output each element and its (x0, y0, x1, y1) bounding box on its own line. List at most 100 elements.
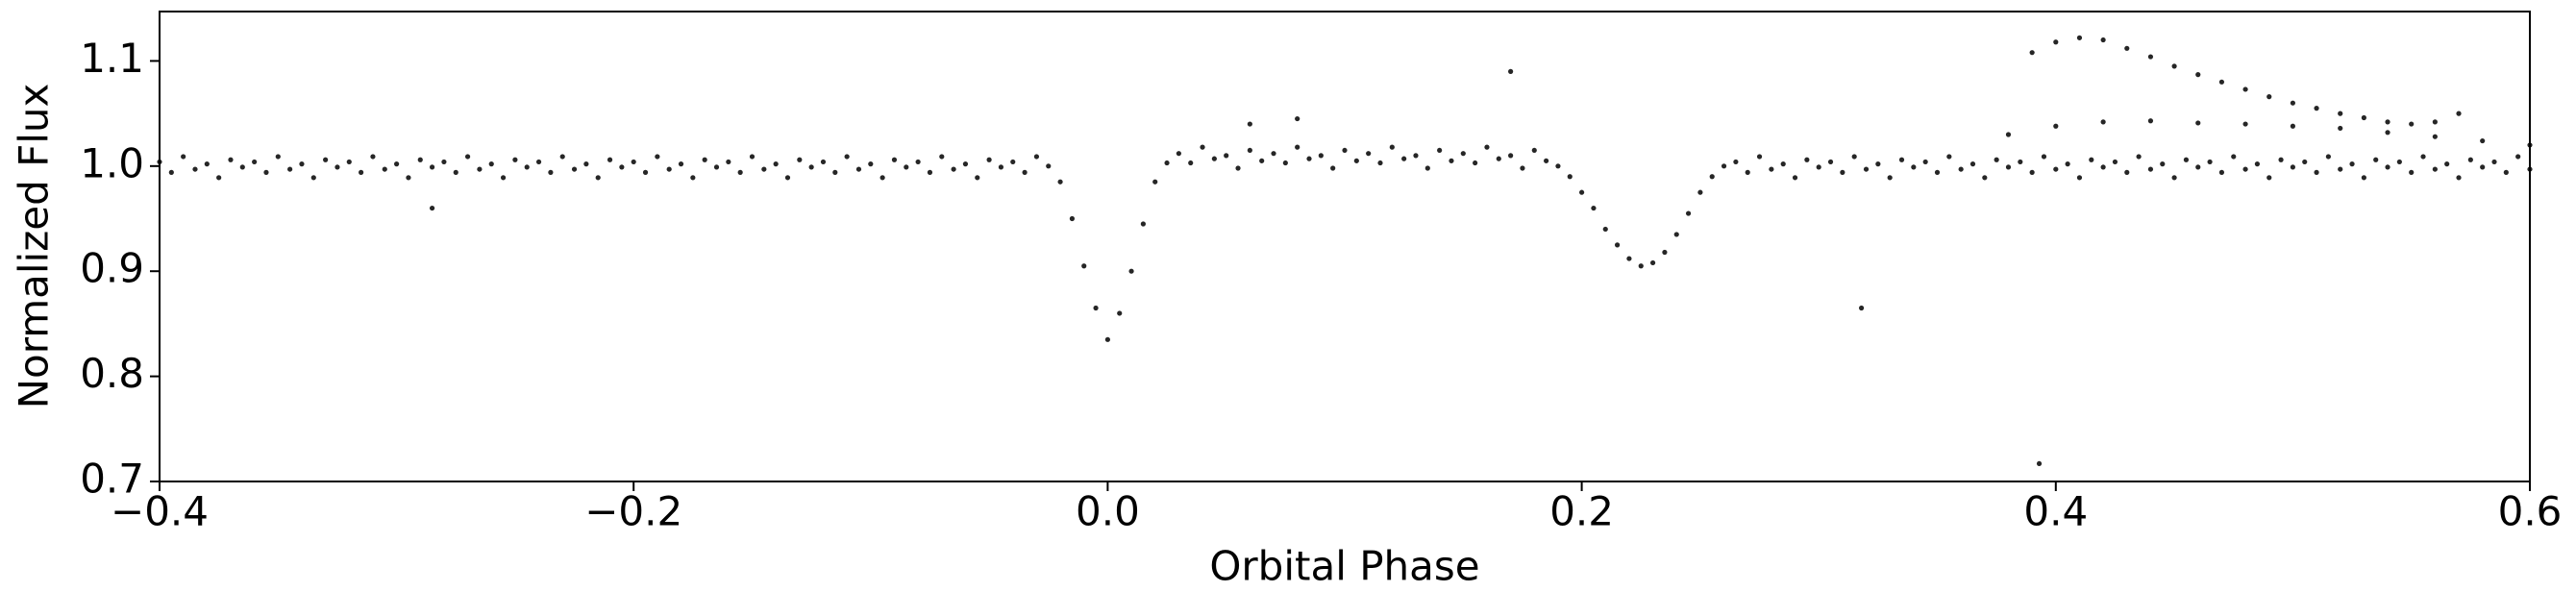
data-point (927, 169, 933, 175)
data-point (2242, 121, 2248, 127)
data-point (1934, 169, 1941, 175)
data-point (1449, 158, 1454, 163)
data-point (844, 154, 850, 160)
y-tick-label: 1.1 (80, 35, 144, 82)
data-point (1840, 169, 1845, 175)
data-point (1875, 161, 1881, 167)
data-point (275, 154, 281, 160)
data-point (2124, 169, 2130, 175)
data-point (299, 161, 305, 167)
data-point (832, 169, 838, 175)
data-point (1295, 115, 1300, 122)
data-point (1531, 147, 1537, 154)
data-point (1200, 144, 1205, 150)
data-point (346, 159, 352, 165)
data-point (1140, 221, 1146, 227)
data-point (1271, 151, 1276, 157)
data-point (2147, 54, 2154, 60)
data-point (749, 154, 755, 160)
data-point (1366, 151, 1372, 157)
data-point (239, 164, 245, 170)
data-point (1389, 144, 1395, 150)
data-point (1176, 151, 1181, 157)
data-point (975, 175, 980, 181)
data-point (2467, 157, 2473, 162)
data-point (904, 164, 909, 170)
data-point (1626, 256, 1632, 261)
data-point (868, 161, 874, 167)
data-point (1898, 157, 1905, 162)
data-point (2195, 120, 2201, 126)
data-point (464, 154, 471, 160)
data-point (192, 166, 198, 172)
data-point (2409, 169, 2415, 175)
data-point (1851, 154, 1857, 160)
data-point (1946, 154, 1952, 160)
data-point (2171, 63, 2177, 69)
data-point (500, 175, 507, 181)
data-point (655, 154, 660, 160)
data-point (1496, 156, 1501, 161)
data-point (535, 159, 542, 165)
data-point (1259, 158, 1265, 163)
data-point (1958, 166, 1964, 172)
data-point (1033, 154, 1040, 160)
data-point (1473, 160, 1478, 166)
data-point (1673, 232, 1679, 237)
data-point (370, 154, 376, 160)
data-point (595, 175, 601, 181)
data-point (571, 166, 578, 172)
data-point (2456, 111, 2462, 116)
data-point (2420, 154, 2426, 160)
data-point (2349, 161, 2355, 167)
data-point (2029, 169, 2035, 175)
data-point (986, 157, 992, 162)
data-point (1484, 144, 1490, 150)
data-point (2314, 106, 2319, 111)
data-point (1709, 174, 1715, 180)
data-point (382, 166, 387, 172)
data-point (1922, 159, 1928, 165)
data-point (607, 157, 613, 162)
data-point (310, 175, 316, 181)
data-point (951, 166, 956, 172)
data-point (2207, 159, 2213, 165)
data-point (1508, 68, 1514, 74)
data-point (2171, 175, 2177, 181)
data-point (394, 161, 400, 167)
data-point (453, 169, 458, 175)
data-point (1792, 175, 1798, 181)
data-point (429, 205, 435, 211)
data-point (2503, 169, 2509, 175)
data-point (2254, 161, 2261, 167)
data-point (334, 164, 340, 170)
x-tick-label: −0.2 (584, 488, 682, 535)
data-point (1235, 165, 1241, 171)
data-point (2314, 169, 2319, 175)
data-point (2385, 119, 2390, 125)
data-point (2053, 166, 2059, 172)
data-point (2100, 164, 2106, 170)
data-point (2018, 159, 2023, 165)
data-point (1544, 158, 1549, 163)
data-point (2290, 123, 2295, 129)
data-point (998, 164, 1004, 170)
data-point (2124, 45, 2130, 51)
data-point (1756, 154, 1763, 160)
data-point (2338, 111, 2343, 116)
data-point (1247, 147, 1252, 154)
data-point (1152, 179, 1158, 185)
data-point (559, 154, 565, 160)
data-point (1982, 175, 1988, 181)
data-point (713, 164, 720, 170)
data-point (773, 161, 779, 167)
data-point (1282, 160, 1288, 166)
data-point (287, 166, 293, 172)
data-point (1816, 164, 1821, 170)
data-point (808, 164, 814, 170)
data-point (1330, 165, 1336, 171)
data-point (583, 161, 589, 167)
data-point (1188, 160, 1194, 166)
data-point (2290, 164, 2295, 170)
data-point (417, 157, 423, 162)
